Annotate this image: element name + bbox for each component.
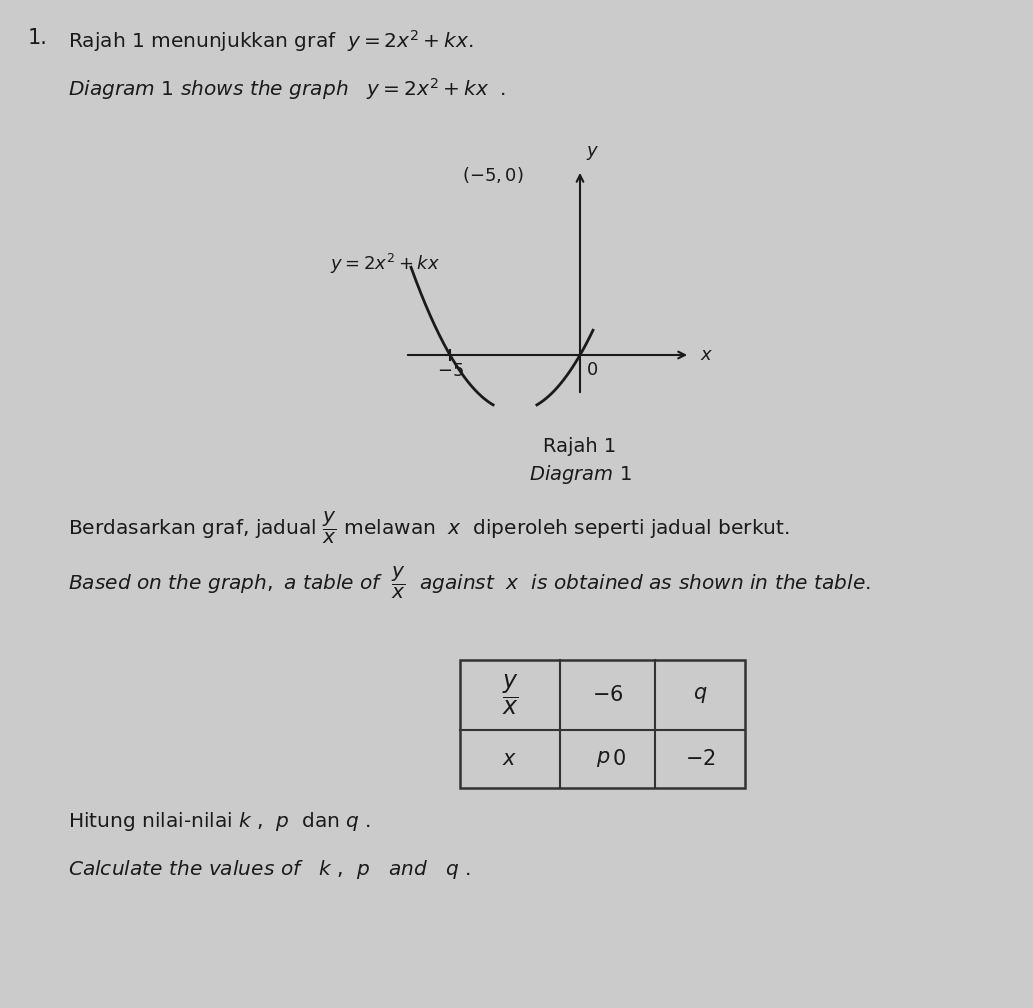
Text: Berdasarkan graf, jadual $\dfrac{y}{x}$ melawan  $x$  diperoleh seperti jadual b: Berdasarkan graf, jadual $\dfrac{y}{x}$ … xyxy=(68,510,790,546)
Text: Rajah 1: Rajah 1 xyxy=(543,437,617,456)
Text: Hitung nilai-nilai $k$ ,  $p$  dan $q$ .: Hitung nilai-nilai $k$ , $p$ dan $q$ . xyxy=(68,810,371,833)
Text: 1.: 1. xyxy=(28,28,48,48)
Text: $(-5,0)$: $(-5,0)$ xyxy=(462,165,524,185)
Text: $\dfrac{y}{x}$: $\dfrac{y}{x}$ xyxy=(502,672,519,717)
Text: $q$: $q$ xyxy=(693,685,708,705)
Text: $x$: $x$ xyxy=(502,749,518,769)
Text: 0: 0 xyxy=(587,361,598,379)
Text: $-5$: $-5$ xyxy=(437,362,464,380)
Text: $y$: $y$ xyxy=(586,144,599,162)
Text: $\it{Diagram\ 1\ shows\ the\ graph}$   $y=2x^2+kx$  .: $\it{Diagram\ 1\ shows\ the\ graph}$ $y=… xyxy=(68,76,506,102)
Text: $x$: $x$ xyxy=(700,346,713,364)
Text: $-2$: $-2$ xyxy=(685,749,715,769)
Text: $y=2x^2+kx$: $y=2x^2+kx$ xyxy=(330,252,440,276)
Text: $\it{Based\ on\ the\ graph,\ a\ table\ of}$  $\dfrac{y}{x}$  $\it{against}$  $x$: $\it{Based\ on\ the\ graph,\ a\ table\ o… xyxy=(68,565,871,602)
Bar xyxy=(460,660,745,788)
Text: $-6$: $-6$ xyxy=(592,685,623,705)
Text: $p$: $p$ xyxy=(595,749,609,769)
Text: $0$: $0$ xyxy=(613,749,626,769)
Text: Rajah 1 menunjukkan graf  $y=2x^2+kx$.: Rajah 1 menunjukkan graf $y=2x^2+kx$. xyxy=(68,28,473,53)
Text: $\it{Calculate\ the\ values\ of\ }$  $k$ ,  $p$  $\it{\ and\ }$  $q$ .: $\it{Calculate\ the\ values\ of\ }$ $k$ … xyxy=(68,858,471,881)
Text: $\it{Diagram\ 1}$: $\it{Diagram\ 1}$ xyxy=(529,463,631,486)
